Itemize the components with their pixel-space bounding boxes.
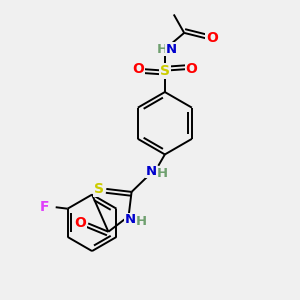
Text: N: N	[166, 43, 177, 56]
Text: S: S	[160, 64, 170, 78]
Text: O: O	[206, 31, 218, 45]
Text: S: S	[94, 182, 104, 196]
Text: H: H	[136, 215, 147, 228]
Text: N: N	[124, 213, 136, 226]
Text: O: O	[132, 62, 144, 76]
Text: F: F	[40, 200, 50, 214]
Text: O: O	[74, 216, 86, 230]
Text: O: O	[186, 62, 197, 76]
Text: H: H	[157, 43, 168, 56]
Text: N: N	[145, 165, 157, 178]
Text: H: H	[156, 167, 167, 180]
